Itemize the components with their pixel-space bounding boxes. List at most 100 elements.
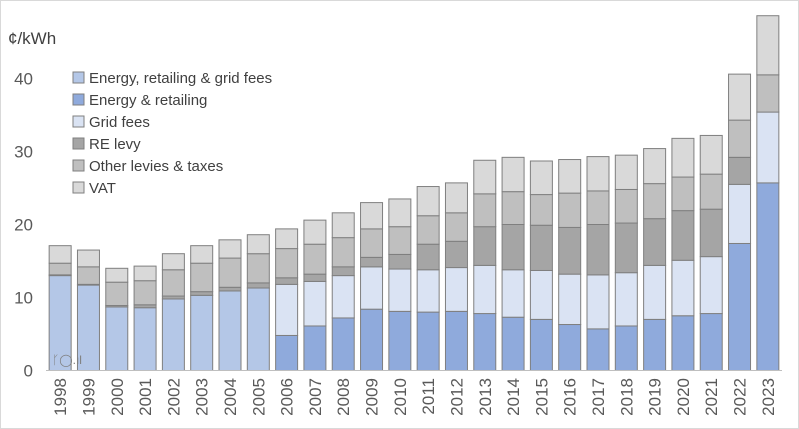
bar-segment xyxy=(388,198,412,228)
bar-segment xyxy=(558,273,582,326)
bar-segment xyxy=(416,243,440,271)
bar-segment xyxy=(303,273,327,282)
bar-segment xyxy=(671,176,695,212)
x-tick-label: 2023 xyxy=(759,378,778,416)
bar-segment xyxy=(728,119,752,158)
x-tick-label: 2014 xyxy=(504,378,523,416)
y-axis-label: ¢/kWh xyxy=(8,29,56,48)
bar-segment xyxy=(501,269,525,318)
bar-segment xyxy=(303,243,327,275)
bar-segment xyxy=(643,218,667,266)
bar-segment xyxy=(161,269,185,297)
legend-swatch xyxy=(72,71,85,84)
bar-segment xyxy=(614,154,638,190)
bar-segment xyxy=(699,313,723,371)
bar-segment xyxy=(246,234,270,255)
bar-segment xyxy=(360,256,384,268)
bar-segment xyxy=(643,148,667,185)
bar-segment xyxy=(501,224,525,271)
bar-segment xyxy=(643,183,667,220)
bar-segment xyxy=(161,253,185,271)
legend-swatch xyxy=(72,181,85,194)
x-tick-label: 2005 xyxy=(249,378,268,416)
bar-segment xyxy=(331,317,355,372)
bar-segment xyxy=(671,259,695,317)
bar-segment xyxy=(473,159,497,195)
legend-swatch xyxy=(72,137,85,150)
bar-segment xyxy=(275,248,299,279)
bar-segment xyxy=(360,266,384,310)
bar-segment xyxy=(558,159,582,194)
bar-segment xyxy=(388,253,412,270)
legend: Energy, retailing & grid fees Energy & re… xyxy=(72,70,272,197)
bar-segment xyxy=(501,316,525,371)
legend-label: RE levy xyxy=(89,136,141,153)
bar-segment xyxy=(76,249,100,268)
legend-label: Grid fees xyxy=(89,114,150,131)
legend-label: VAT xyxy=(89,180,116,197)
bar-segment xyxy=(444,310,468,371)
bar-segment xyxy=(756,15,780,76)
bar-segment xyxy=(756,182,780,371)
bar-segment xyxy=(501,191,525,225)
bar-segment xyxy=(558,324,582,372)
bar-segment xyxy=(699,173,723,210)
bar-segment xyxy=(643,318,667,371)
bar-segment xyxy=(473,264,497,315)
bar-segment xyxy=(105,306,129,371)
bar-segment xyxy=(529,269,553,320)
bar-segment xyxy=(728,183,752,244)
x-tick-label: 2019 xyxy=(646,378,665,416)
x-tick-label: 2017 xyxy=(589,378,608,416)
bar-segment xyxy=(586,274,610,330)
x-tick-label: 2016 xyxy=(561,378,580,416)
bar-segment xyxy=(360,228,384,258)
y-tick-label: 30 xyxy=(14,143,33,162)
y-tick-label: 20 xyxy=(14,216,33,235)
bar-segment xyxy=(218,257,242,288)
bars-group xyxy=(48,15,780,372)
bar-segment xyxy=(699,134,723,175)
bar-segment xyxy=(105,267,129,283)
bar-segment xyxy=(614,272,638,327)
bar-segment xyxy=(586,328,610,372)
x-tick-label: 2020 xyxy=(674,378,693,416)
legend-label: Energy & retailing xyxy=(89,92,207,109)
bar-segment xyxy=(331,237,355,268)
bar-segment xyxy=(416,215,440,245)
bar-segment xyxy=(643,264,667,320)
bar-segment xyxy=(190,245,214,264)
bar-segment xyxy=(756,111,780,184)
bar-segment xyxy=(388,268,412,312)
bar-segment xyxy=(614,325,638,371)
bar-segment xyxy=(416,269,440,313)
bar-segment xyxy=(473,313,497,371)
bar-segment xyxy=(360,308,384,371)
bar-segment xyxy=(331,275,355,319)
bar-segment xyxy=(246,287,270,372)
bar-segment xyxy=(275,277,299,285)
x-tick-label: 2018 xyxy=(617,378,636,416)
legend-swatch xyxy=(72,159,85,172)
bar-segment xyxy=(48,262,72,276)
bar-segment xyxy=(529,194,553,226)
bar-segment xyxy=(133,265,157,282)
bar-segment xyxy=(331,266,355,277)
x-tick-label: 1999 xyxy=(79,378,98,416)
legend-label: Other levies & taxes xyxy=(89,158,223,175)
x-tick-label: 2015 xyxy=(532,378,551,416)
bar-segment xyxy=(105,281,129,307)
bar-segment xyxy=(275,283,299,336)
bar-segment xyxy=(728,242,752,371)
x-tick-label: 2008 xyxy=(334,378,353,416)
x-tick-label: 2009 xyxy=(363,378,382,416)
x-tick-label: 2001 xyxy=(136,378,155,416)
bar-segment xyxy=(246,282,270,289)
y-tick-label: 40 xyxy=(14,70,33,89)
x-tick-label: 2012 xyxy=(447,378,466,416)
bar-segment xyxy=(161,298,185,371)
bar-segment xyxy=(728,73,752,121)
y-tick-label: 0 xyxy=(24,362,33,381)
bar-segment xyxy=(614,188,638,224)
x-axis-ticks: 1998 1999 2000 2001 2002 2003 2004 2005 2006 2007… xyxy=(51,378,778,416)
